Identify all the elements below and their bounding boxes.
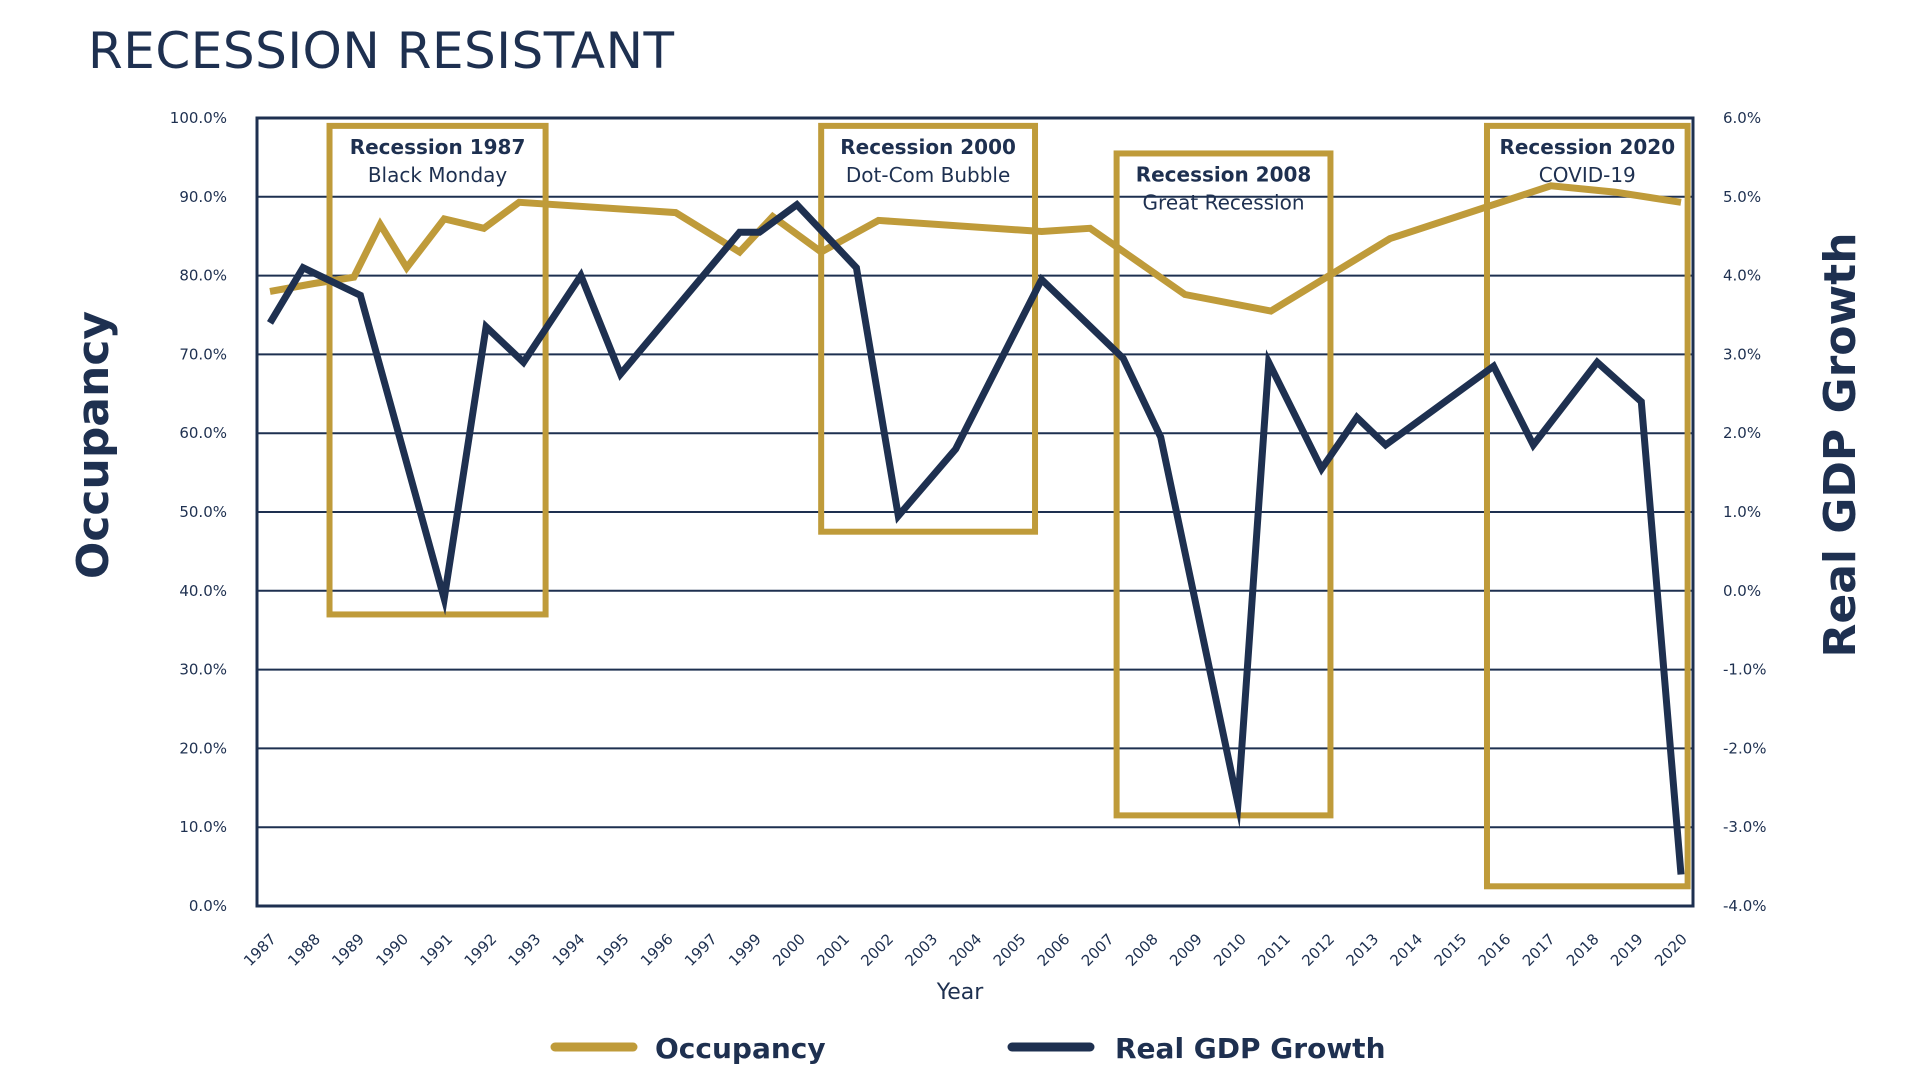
right-tick-label: 0.0% <box>1723 582 1761 600</box>
x-tick-label: 2012 <box>1298 930 1338 970</box>
x-tick-label: 2018 <box>1563 930 1603 970</box>
x-tick-label: 2003 <box>902 930 942 970</box>
recession-box <box>326 122 549 618</box>
x-tick-label: 1990 <box>372 930 412 970</box>
recession-box-subtitle: Dot-Com Bubble <box>846 163 1010 187</box>
recession-box-title: Recession 2008 <box>1136 162 1312 186</box>
x-tick-label: 2009 <box>1166 930 1206 970</box>
x-tick-label: 2013 <box>1342 930 1382 970</box>
y-axis-title-right: Real GDP Growth <box>1815 232 1866 657</box>
left-tick-label: 80.0% <box>179 267 227 285</box>
recession-box-title: Recession 2000 <box>840 135 1016 159</box>
x-tick-label: 2002 <box>857 930 897 970</box>
recession-box-subtitle: Great Recession <box>1143 190 1305 214</box>
x-tick-label: 1997 <box>681 930 721 970</box>
x-tick-label: 1999 <box>725 930 765 970</box>
left-tick-label: 90.0% <box>179 188 227 206</box>
right-tick-label: 1.0% <box>1723 503 1761 521</box>
chart-title: RECESSION RESISTANT <box>88 22 675 80</box>
recession-box-title: Recession 2020 <box>1499 135 1675 159</box>
x-tick-label: 1994 <box>549 930 589 970</box>
x-tick-label: 1993 <box>505 930 545 970</box>
recession-box-subtitle: Black Monday <box>368 163 508 187</box>
x-tick-label: 1995 <box>593 930 633 970</box>
x-axis-ticks: 1987 1988 1989 1990 1991 1992 1993 1994 1995 1996… <box>240 930 1691 970</box>
x-tick-label: 1992 <box>461 930 501 970</box>
x-tick-label: 2004 <box>946 930 986 970</box>
right-tick-label: 2.0% <box>1723 424 1761 442</box>
legend-label: Occupancy <box>655 1032 826 1065</box>
recession-box <box>1113 150 1334 819</box>
series-line-gdp <box>266 200 1685 875</box>
x-tick-label: 2006 <box>1034 930 1074 970</box>
x-tick-label: 2001 <box>813 930 853 970</box>
left-tick-label: 100.0% <box>170 109 227 127</box>
right-tick-label: 5.0% <box>1723 188 1761 206</box>
x-tick-label: 2019 <box>1607 930 1647 970</box>
right-tick-label: -4.0% <box>1723 897 1767 915</box>
x-tick-label: 1989 <box>328 930 368 970</box>
right-tick-label: 4.0% <box>1723 267 1761 285</box>
right-tick-label: -1.0% <box>1723 661 1767 679</box>
right-axis-ticks: 6.0% 5.0% 4.0% 3.0% 2.0% 1.0% 0.0% -1.0% -2.0% -3… <box>1723 109 1767 915</box>
x-tick-label: 2015 <box>1431 930 1471 970</box>
x-tick-label: 2011 <box>1254 930 1294 970</box>
left-tick-label: 20.0% <box>179 739 227 757</box>
x-tick-label: 1996 <box>637 930 677 970</box>
x-tick-label: 2010 <box>1210 930 1250 970</box>
left-tick-label: 30.0% <box>179 661 227 679</box>
left-tick-label: 0.0% <box>189 897 227 915</box>
recession-boxes: Recession 1987 Black Monday Recession 2000… <box>326 122 1691 890</box>
right-tick-label: -3.0% <box>1723 818 1767 836</box>
left-tick-label: 10.0% <box>179 818 227 836</box>
right-tick-label: 6.0% <box>1723 109 1761 127</box>
x-tick-label: 2014 <box>1387 930 1427 970</box>
series-lines <box>266 182 1685 875</box>
left-axis-ticks: 100.0% 90.0% 80.0% 70.0% 60.0% 50.0% 40.0% 30.0… <box>170 109 227 915</box>
recession-box <box>1483 122 1691 890</box>
x-axis-title: Year <box>936 980 985 1005</box>
x-tick-label: 2000 <box>769 930 809 970</box>
plot-frame <box>255 116 1695 908</box>
y-axis-title-left: Occupancy <box>68 311 119 579</box>
x-tick-label: 2008 <box>1122 930 1162 970</box>
x-tick-label: 2007 <box>1078 930 1118 970</box>
x-tick-label: 2005 <box>990 930 1030 970</box>
legend-label: Real GDP Growth <box>1115 1032 1386 1065</box>
series-line-occupancy <box>269 182 1682 315</box>
left-tick-label: 60.0% <box>179 424 227 442</box>
right-tick-label: 3.0% <box>1723 345 1761 363</box>
left-tick-label: 40.0% <box>179 582 227 600</box>
x-tick-label: 2016 <box>1475 930 1515 970</box>
x-tick-label: 2017 <box>1519 930 1559 970</box>
right-tick-label: -2.0% <box>1723 739 1767 757</box>
x-tick-label: 1987 <box>240 930 280 970</box>
x-tick-label: 1988 <box>284 930 324 970</box>
x-tick-label: 2020 <box>1651 930 1691 970</box>
legend: Occupancy Real GDP Growth <box>550 1032 1386 1065</box>
gridlines <box>257 195 1693 829</box>
recession-box <box>818 122 1039 535</box>
recession-box-title: Recession 1987 <box>350 135 526 159</box>
left-tick-label: 50.0% <box>179 503 227 521</box>
x-tick-label: 1991 <box>416 930 456 970</box>
left-tick-label: 70.0% <box>179 345 227 363</box>
